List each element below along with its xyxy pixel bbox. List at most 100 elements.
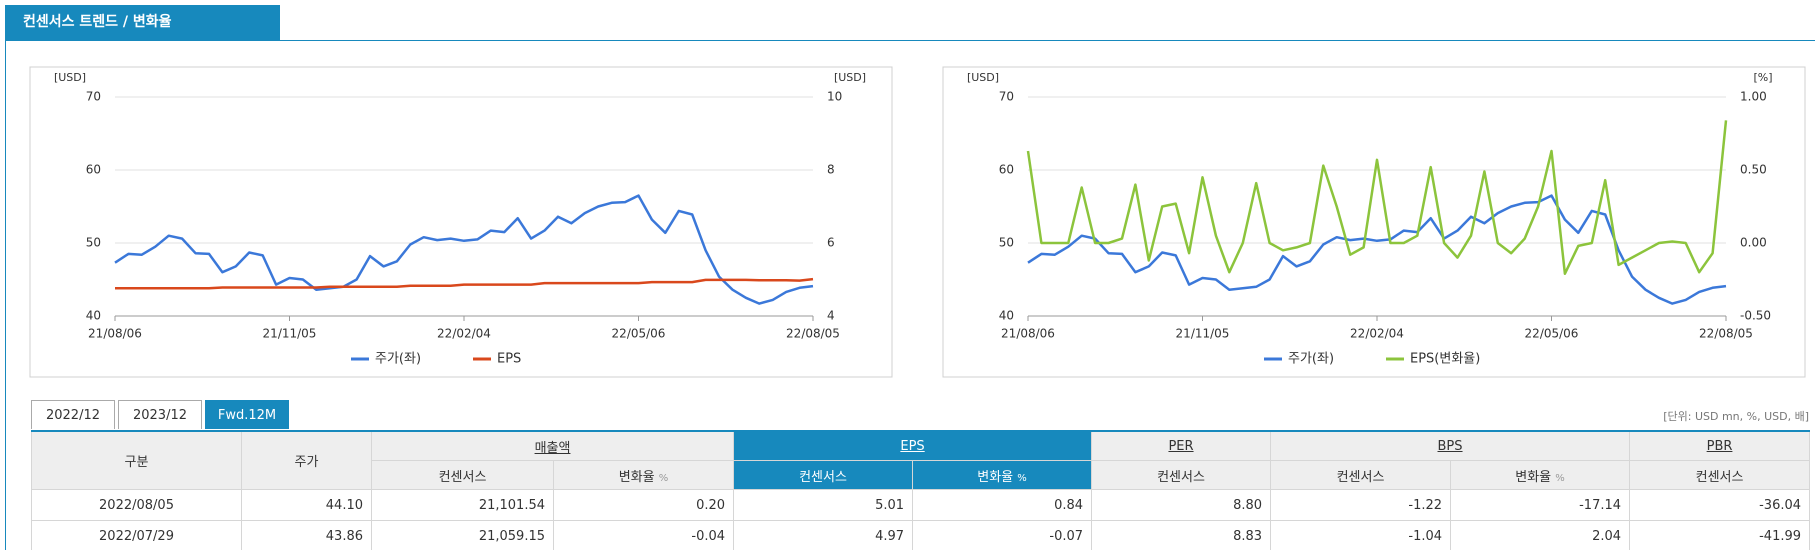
table-cell: 4.97	[733, 520, 914, 550]
series-line	[115, 277, 814, 290]
subheader-cell: 컨센서스	[1629, 460, 1811, 490]
y-tick-label: 40	[999, 309, 1014, 323]
subheader-unit: %	[1555, 472, 1565, 484]
subheader-cell: 컨센서스	[733, 460, 914, 490]
table-cell: 5.01	[733, 489, 914, 521]
subheader-cell: 변화율 %	[552, 460, 735, 490]
y2-tick-label: 4	[827, 309, 835, 323]
x-tick-label: 21/08/06	[1001, 327, 1055, 341]
y2-axis-unit: [%]	[1753, 71, 1772, 84]
table-cell: 43.86	[241, 520, 372, 550]
table-cell: 8.83	[1091, 520, 1272, 550]
subheader-text: 변화율	[977, 469, 1014, 485]
subheader-cell: 변화율 %	[1450, 460, 1631, 490]
table-cell: -17.14	[1450, 489, 1631, 521]
y2-tick-label: 1.00	[1740, 90, 1767, 104]
legend-label: 주가(좌)	[375, 352, 421, 367]
y-tick-label: 40	[86, 309, 101, 323]
header-link[interactable]: PER	[1168, 438, 1194, 454]
table-row: 2022/08/05 44.10 21,101.54 0.20 5.01 0.84 8.80…	[31, 489, 1811, 521]
subheader-unit: %	[1017, 472, 1027, 484]
subheader-cell: 변화율 %	[912, 460, 1093, 490]
y-axis-unit: [USD]	[54, 71, 86, 84]
x-tick-label: 22/02/04	[437, 327, 491, 341]
subheader-cell: 컨센서스	[371, 460, 554, 490]
subheader-text: 변화율	[1515, 469, 1552, 485]
y-tick-label: 60	[999, 163, 1014, 177]
series-line	[1026, 120, 1728, 275]
series-line	[1027, 194, 1727, 305]
subheader-cell: 컨센서스	[1091, 460, 1272, 490]
chart-panel	[942, 66, 1806, 378]
table-cell: -0.04	[552, 520, 735, 550]
header-cell: 구분	[31, 430, 242, 490]
x-tick-label: 22/05/06	[1525, 327, 1579, 341]
header-link[interactable]: BPS	[1437, 438, 1463, 454]
table-cell: -41.99	[1629, 520, 1811, 550]
divider	[5, 40, 6, 550]
table-cell: 2.04	[1450, 520, 1631, 550]
y2-tick-label: 0.00	[1740, 236, 1767, 250]
divider	[5, 40, 1815, 41]
header-link[interactable]: EPS	[900, 438, 925, 454]
y2-tick-label: 0.50	[1740, 163, 1767, 177]
x-tick-label: 22/08/05	[786, 327, 840, 341]
y-axis-unit: [USD]	[967, 71, 999, 84]
table-cell: -0.07	[912, 520, 1093, 550]
y2-tick-label: 6	[827, 236, 835, 250]
consensus-table: 구분 주가 매출액 EPS PER BPS PBR 컨센서스 변화율 % 컨센서…	[31, 430, 1811, 550]
header-cell[interactable]: PBR	[1629, 430, 1811, 461]
legend-label: 주가(좌)	[1288, 352, 1334, 367]
period-tab[interactable]: 2023/12	[118, 400, 202, 429]
tabs: 2022/12 2023/12 Fwd.12M	[31, 400, 292, 429]
header-cell: 주가	[241, 430, 372, 490]
chart-panel	[29, 66, 893, 378]
table-cell: 0.84	[912, 489, 1093, 521]
header-cell[interactable]: 매출액	[370, 430, 735, 461]
y-tick-label: 50	[999, 236, 1014, 250]
table-cell: -1.22	[1270, 489, 1452, 521]
y-tick-label: 50	[86, 236, 101, 250]
x-tick-label: 21/11/05	[263, 327, 317, 341]
y2-tick-label: 10	[827, 90, 842, 104]
y-tick-label: 70	[86, 90, 101, 104]
series-line	[114, 194, 814, 305]
x-tick-label: 21/08/06	[88, 327, 142, 341]
header-cell[interactable]: EPS	[733, 430, 1093, 461]
x-tick-label: 22/02/04	[1350, 327, 1404, 341]
y2-axis-unit: [USD]	[834, 71, 866, 84]
section-title: 컨센서스 트렌드 / 변화율	[5, 5, 280, 40]
y2-tick-label: 8	[827, 163, 835, 177]
header-cell[interactable]: BPS	[1270, 430, 1631, 461]
table-cell: 44.10	[241, 489, 372, 521]
header-link[interactable]: PBR	[1706, 438, 1733, 454]
unit-note: [단위: USD mn, %, USD, 배]	[1663, 410, 1809, 423]
subheader-unit: %	[658, 472, 669, 484]
table-cell: 8.80	[1091, 489, 1272, 521]
y2-tick-label: -0.50	[1740, 309, 1771, 323]
x-tick-label: 22/08/05	[1699, 327, 1753, 341]
y-tick-label: 60	[86, 163, 101, 177]
table-row: 2022/07/29 43.86 21,059.15 -0.04 4.97 -0.07 8.…	[31, 520, 1811, 550]
header-cell[interactable]: PER	[1091, 430, 1272, 461]
subheader-cell: 컨센서스	[1270, 460, 1452, 490]
table-cell: -1.04	[1270, 520, 1452, 550]
table-body: 2022/08/05 44.10 21,101.54 0.20 5.01 0.84 8.80…	[31, 489, 1811, 550]
x-tick-label: 21/11/05	[1176, 327, 1230, 341]
legend-label: EPS(변화율)	[1410, 352, 1480, 367]
y-tick-label: 70	[999, 90, 1014, 104]
table-cell: -36.04	[1629, 489, 1811, 521]
period-tab[interactable]: Fwd.12M	[205, 400, 289, 429]
table-cell: 0.20	[552, 489, 735, 521]
period-tab[interactable]: 2022/12	[31, 400, 115, 429]
table-cell: 2022/07/29	[31, 520, 242, 550]
subheader-text: 변화율	[618, 469, 655, 485]
header-link[interactable]: 매출액	[534, 440, 571, 456]
table-cell: 2022/08/05	[31, 489, 242, 521]
charts: [USD] [USD] 40 50 60 70 4 6 8 10 21/08/06 21/11/05 2…	[29, 66, 1806, 378]
x-tick-label: 22/05/06	[612, 327, 666, 341]
legend-label: EPS	[497, 352, 521, 367]
table-cell: 21,101.54	[371, 489, 554, 521]
table-cell: 21,059.15	[371, 520, 554, 550]
